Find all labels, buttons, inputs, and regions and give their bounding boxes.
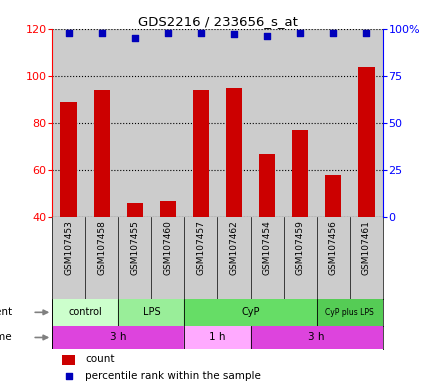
Text: GSM107462: GSM107462 (229, 220, 238, 275)
Point (329, 30, 336, 36)
Text: 3 h: 3 h (110, 333, 126, 343)
Bar (316, 299, 382, 326)
Text: GSM107455: GSM107455 (130, 220, 139, 275)
Text: CyP: CyP (241, 307, 259, 317)
Text: GSM107461: GSM107461 (361, 220, 370, 275)
Text: time: time (0, 333, 13, 343)
Bar (316, 29, 349, 217)
Point (65, 30, 72, 36)
Bar (324, 175, 341, 217)
Point (362, 30, 369, 36)
Text: count: count (85, 354, 115, 364)
Text: 1 h: 1 h (209, 333, 225, 343)
Point (164, 30, 171, 36)
Bar (62, 354, 75, 365)
Point (65, 373, 72, 379)
Bar (85, 29, 118, 217)
Bar (184, 217, 217, 299)
Text: GSM107454: GSM107454 (262, 220, 271, 275)
Bar (60, 102, 77, 217)
Bar (151, 217, 184, 299)
Text: LPS: LPS (142, 307, 160, 317)
Point (131, 35, 138, 41)
Bar (118, 299, 184, 326)
Bar (225, 88, 242, 217)
Point (98, 30, 105, 36)
Bar (349, 217, 382, 299)
Bar (151, 29, 184, 217)
Text: GSM107453: GSM107453 (64, 220, 73, 275)
Text: percentile rank within the sample: percentile rank within the sample (85, 371, 260, 381)
Point (230, 31, 237, 38)
Bar (349, 29, 382, 217)
Text: GSM107457: GSM107457 (196, 220, 205, 275)
Text: GSM107458: GSM107458 (97, 220, 106, 275)
Bar (184, 326, 250, 349)
Bar (118, 29, 151, 217)
Bar (250, 217, 283, 299)
Text: CyP plus LPS: CyP plus LPS (325, 308, 373, 317)
Bar (52, 29, 85, 217)
Bar (192, 90, 209, 217)
Bar (126, 203, 143, 217)
Bar (283, 29, 316, 217)
Bar (250, 29, 283, 217)
Text: GSM107456: GSM107456 (328, 220, 337, 275)
Bar (184, 299, 316, 326)
Bar (52, 326, 184, 349)
Point (197, 30, 204, 36)
Bar (217, 217, 250, 299)
Text: GSM107460: GSM107460 (163, 220, 172, 275)
Bar (217, 29, 250, 217)
Text: 3 h: 3 h (308, 333, 324, 343)
Bar (258, 154, 275, 217)
Title: GDS2216 / 233656_s_at: GDS2216 / 233656_s_at (137, 15, 297, 28)
Point (296, 30, 303, 36)
Bar (184, 29, 217, 217)
Bar (93, 90, 110, 217)
Bar (357, 66, 374, 217)
Text: agent: agent (0, 307, 13, 317)
Bar (283, 217, 316, 299)
Bar (250, 326, 382, 349)
Text: GSM107459: GSM107459 (295, 220, 304, 275)
Bar (52, 299, 118, 326)
Bar (85, 217, 118, 299)
Bar (52, 217, 85, 299)
Text: control: control (68, 307, 102, 317)
Bar (291, 130, 308, 217)
Bar (159, 201, 176, 217)
Point (263, 33, 270, 40)
Bar (316, 217, 349, 299)
Bar (118, 217, 151, 299)
